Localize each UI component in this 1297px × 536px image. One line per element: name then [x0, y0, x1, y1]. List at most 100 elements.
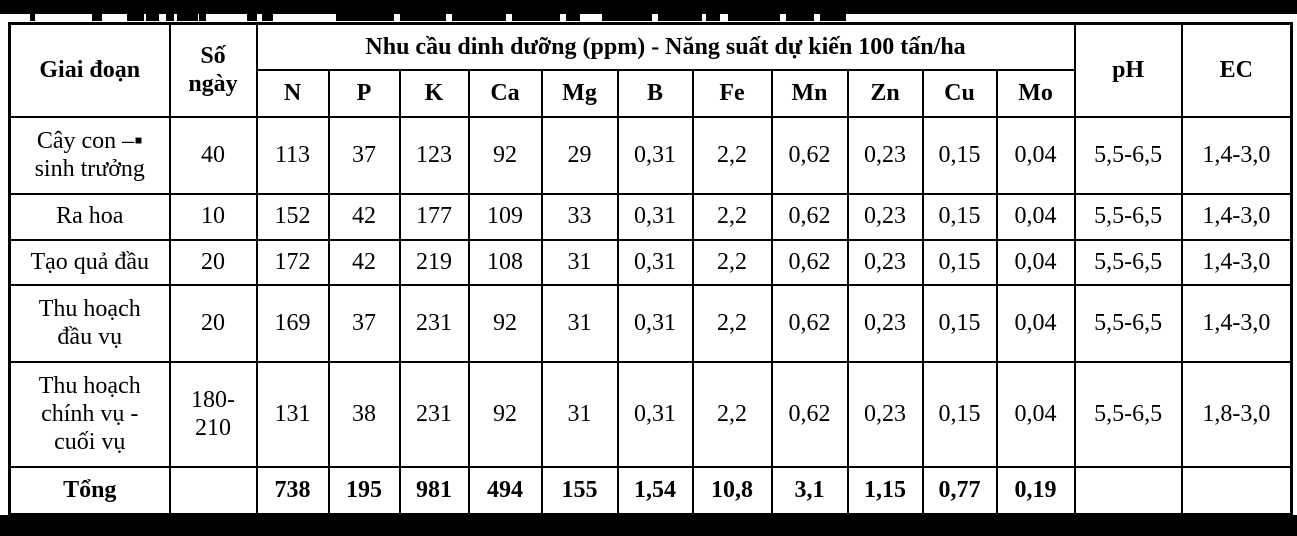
cropped-text-fragment [728, 14, 780, 21]
value-cell-b: 0,31 [616, 192, 694, 241]
ph-cell: 5,5-6,5 [1073, 238, 1183, 286]
cropped-text-fragment [336, 14, 394, 21]
value-cell-n: 738 [255, 465, 330, 516]
stage-cell: Thu hoạch đầu vụ [8, 283, 171, 363]
value-cell-zn: 0,23 [846, 192, 924, 241]
col-header-zn: Zn [846, 68, 924, 118]
col-header-mg: Mg [540, 68, 619, 118]
value-cell-n: 152 [255, 192, 330, 241]
value-cell-k: 123 [398, 115, 470, 195]
stage-cell: Ra hoa [8, 192, 171, 241]
header-row-group: Giai đoạn Số ngày Nhu cầu dinh dưỡng (pp… [8, 22, 1293, 118]
value-cell-p: 38 [327, 360, 401, 468]
total-label-cell: Tổng [8, 465, 171, 516]
value-cell-fe: 10,8 [691, 465, 773, 516]
days-cell: 10 [168, 192, 258, 241]
value-cell-ca: 92 [467, 115, 543, 195]
value-cell-mn: 0,62 [770, 360, 849, 468]
value-cell-mo: 0,04 [995, 283, 1076, 363]
value-cell-cu: 0,15 [921, 283, 998, 363]
value-cell-zn: 0,23 [846, 115, 924, 195]
value-cell-mg: 31 [540, 238, 619, 286]
value-cell-mg: 29 [540, 115, 619, 195]
table-row-early-harvest: Thu hoạch đầu vụ 20 169 37 231 92 31 0,3… [8, 283, 1293, 363]
table-row-total: Tổng 738 195 981 494 155 1,54 10,8 3,1 1… [8, 465, 1293, 516]
value-cell-b: 0,31 [616, 238, 694, 286]
value-cell-cu: 0,15 [921, 238, 998, 286]
ph-cell [1073, 465, 1183, 516]
days-cell: 20 [168, 283, 258, 363]
value-cell-mn: 0,62 [770, 192, 849, 241]
cropped-text-fragment [247, 14, 257, 21]
col-header-nutrients-group: Nhu cầu dinh dưỡng (ppm) - Năng suất dự … [255, 22, 1076, 71]
value-cell-ca: 109 [467, 192, 543, 241]
value-cell-cu: 0,77 [921, 465, 998, 516]
header-row-nutrients: N P K Ca Mg B Fe Mn Zn Cu Mo [10, 68, 1292, 118]
value-cell-k: 981 [398, 465, 470, 516]
ec-cell: 1,4-3,0 [1180, 283, 1293, 363]
value-cell-zn: 0,23 [846, 283, 924, 363]
value-cell-b: 1,54 [616, 465, 694, 516]
value-cell-zn: 0,23 [846, 238, 924, 286]
col-header-b: B [616, 68, 694, 118]
ec-cell: 1,4-3,0 [1180, 238, 1293, 286]
value-cell-fe: 2,2 [691, 192, 773, 241]
value-cell-fe: 2,2 [691, 115, 773, 195]
ec-cell: 1,4-3,0 [1180, 192, 1293, 241]
days-cell: 20 [168, 238, 258, 286]
days-cell: 40 [168, 115, 258, 195]
cropped-text-fragment [177, 14, 198, 21]
value-cell-mo: 0,04 [995, 238, 1076, 286]
value-cell-n: 169 [255, 283, 330, 363]
stage-cell: Cây con –▪ sinh trưởng [8, 115, 171, 195]
cropped-text-fragment [127, 14, 144, 21]
col-header-cu: Cu [921, 68, 998, 118]
value-cell-n: 172 [255, 238, 330, 286]
col-header-n: N [255, 68, 330, 118]
cropped-text-fragment [706, 14, 720, 21]
value-cell-zn: 0,23 [846, 360, 924, 468]
col-header-ca: Ca [467, 68, 543, 118]
value-cell-p: 195 [327, 465, 401, 516]
value-cell-fe: 2,2 [691, 238, 773, 286]
value-cell-k: 231 [398, 283, 470, 363]
value-cell-zn: 1,15 [846, 465, 924, 516]
value-cell-ca: 494 [467, 465, 543, 516]
col-header-p: P [327, 68, 401, 118]
ec-cell: 1,8-3,0 [1180, 360, 1293, 468]
ph-cell: 5,5-6,5 [1073, 283, 1183, 363]
value-cell-mn: 0,62 [770, 238, 849, 286]
value-cell-mn: 0,62 [770, 115, 849, 195]
col-header-k: K [398, 68, 470, 118]
value-cell-cu: 0,15 [921, 192, 998, 241]
value-cell-mo: 0,19 [995, 465, 1076, 516]
ph-cell: 5,5-6,5 [1073, 360, 1183, 468]
cropped-text-fragment [92, 14, 102, 21]
value-cell-mg: 31 [540, 283, 619, 363]
value-cell-b: 0,31 [616, 283, 694, 363]
value-cell-cu: 0,15 [921, 115, 998, 195]
col-header-days: Số ngày [168, 22, 258, 118]
col-header-fe: Fe [691, 68, 773, 118]
value-cell-ca: 108 [467, 238, 543, 286]
value-cell-mo: 0,04 [995, 192, 1076, 241]
value-cell-fe: 2,2 [691, 360, 773, 468]
value-cell-mo: 0,04 [995, 115, 1076, 195]
cropped-text-fragment [262, 14, 273, 21]
value-cell-k: 231 [398, 360, 470, 468]
col-header-ph: pH [1073, 22, 1183, 118]
value-cell-b: 0,31 [616, 360, 694, 468]
col-header-stage: Giai đoạn [8, 22, 171, 118]
value-cell-p: 42 [327, 238, 401, 286]
days-cell [168, 465, 258, 516]
value-cell-mn: 3,1 [770, 465, 849, 516]
stage-cell: Tạo quả đầu [8, 238, 171, 286]
col-header-mo: Mo [995, 68, 1076, 118]
letterbox-top-bar [0, 0, 1297, 14]
ph-cell: 5,5-6,5 [1073, 115, 1183, 195]
cropped-text-fragment [820, 14, 846, 21]
cropped-text-fragment [400, 14, 446, 21]
table-row-early-fruit: Tạo quả đầu 20 172 42 219 108 31 0,31 2,… [8, 238, 1293, 286]
cropped-text-fragment [452, 14, 506, 21]
cropped-text-fragment [30, 14, 35, 21]
